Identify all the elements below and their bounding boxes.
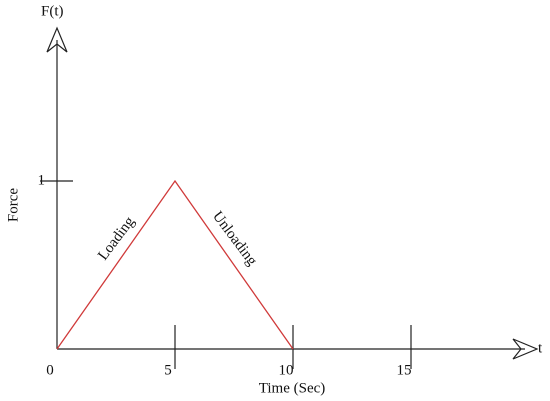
annotation: Unloading	[209, 209, 260, 270]
x-tick-label: 5	[164, 362, 172, 378]
line	[56, 179, 294, 350]
x-axis-arrow	[512, 338, 539, 360]
y-axis-name: F(t)	[41, 3, 64, 19]
x-tick-label: 15	[397, 362, 412, 378]
x-axis-name: t	[538, 340, 543, 356]
y-axis-arrow	[46, 26, 68, 53]
y-axis-label: Force	[5, 188, 21, 222]
x-tick-label: 0	[46, 362, 54, 378]
x-tick-label: 10	[279, 362, 294, 378]
x-axis-label: Time (Sec)	[259, 380, 326, 396]
annotation: Loading	[95, 213, 138, 263]
